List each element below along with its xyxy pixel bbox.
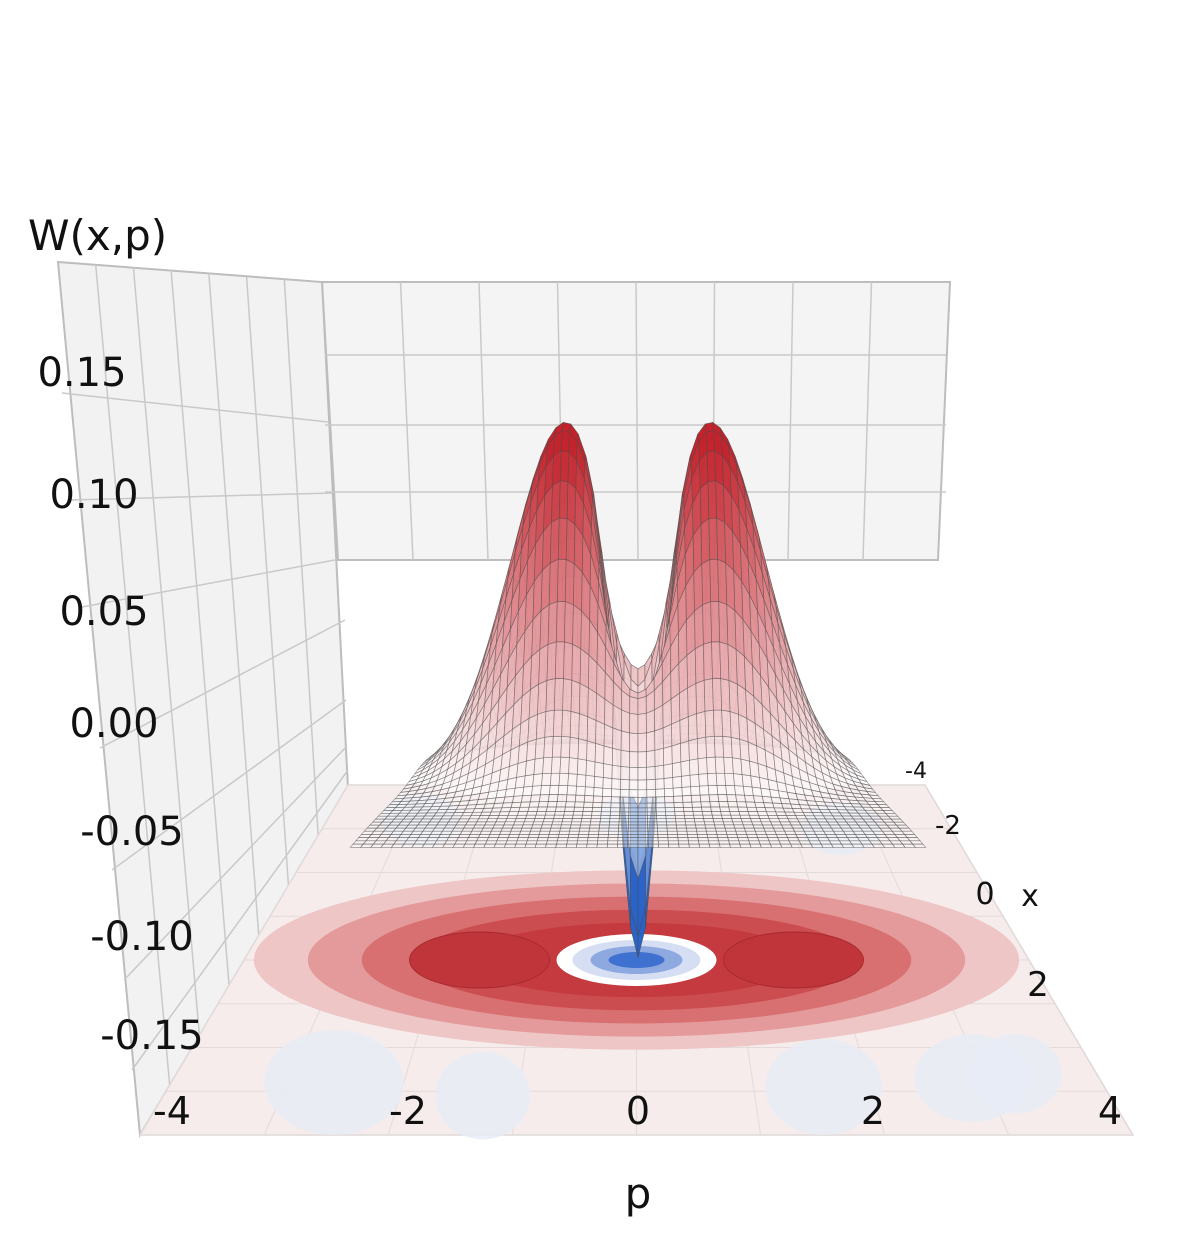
- x-tick-label: 2: [1027, 965, 1049, 1005]
- x-tick-label: -2: [935, 811, 961, 841]
- p-tick-label: 4: [1098, 1089, 1122, 1133]
- z-tick-label: 0.15: [37, 350, 126, 396]
- x-axis-label: x: [1021, 879, 1039, 914]
- x-tick-label: -4: [905, 759, 927, 784]
- z-axis-label: W(x,p): [28, 211, 167, 260]
- z-tick-label: -0.05: [80, 809, 184, 855]
- contour-floor: [138, 784, 1135, 1140]
- z-tick-label: -0.15: [100, 1013, 204, 1059]
- p-axis-label: p: [625, 1169, 652, 1218]
- z-tick-label: 0.10: [49, 472, 138, 518]
- back-wall: [320, 281, 952, 561]
- p-tick-label: -4: [153, 1089, 191, 1133]
- p-tick-label: -2: [389, 1089, 427, 1133]
- tick-labels: -4 -2 0 2 4 -4 -2 0 2 0.15 0.10 0.05 0.00 -0.05 -0.10 -…: [37, 350, 1122, 1133]
- z-tick-label: -0.10: [90, 914, 194, 960]
- p-tick-label: 0: [626, 1089, 650, 1133]
- p-tick-label: 2: [861, 1089, 885, 1133]
- axes-panes: [56, 260, 952, 1139]
- x-tick-label: 0: [975, 877, 994, 912]
- z-tick-label: 0.05: [59, 589, 148, 635]
- wigner-surface: [349, 421, 927, 958]
- z-tick-label: 0.00: [69, 701, 158, 747]
